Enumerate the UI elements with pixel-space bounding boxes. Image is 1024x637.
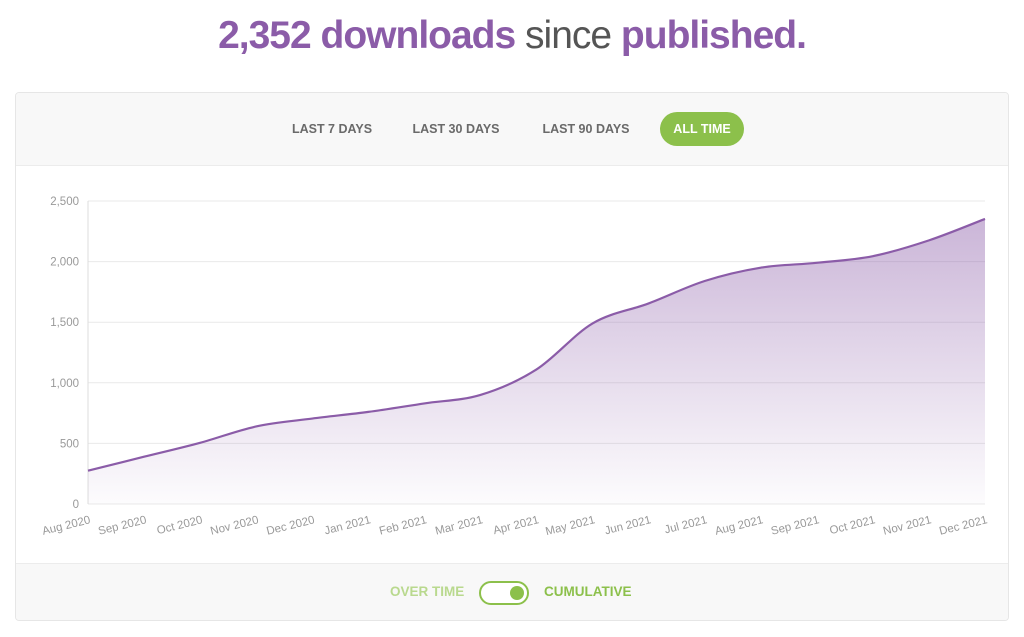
data-point[interactable] bbox=[702, 278, 708, 284]
x-tick-label: May 2021 bbox=[544, 514, 596, 538]
over-time-label[interactable]: OVER TIME bbox=[390, 584, 465, 599]
x-tick-label: Aug 2021 bbox=[714, 514, 765, 538]
tab-last-30-days[interactable]: LAST 30 DAYS bbox=[412, 122, 500, 136]
x-tick-label: Dec 2020 bbox=[265, 514, 316, 538]
data-point[interactable] bbox=[534, 366, 540, 372]
x-tick-label: Mar 2021 bbox=[434, 514, 484, 537]
y-tick-label: 1,500 bbox=[50, 317, 79, 329]
data-point[interactable] bbox=[141, 454, 147, 460]
published-word: published. bbox=[620, 14, 807, 57]
range-tabs-bar: LAST 7 DAYS LAST 30 DAYS LAST 90 DAYS AL… bbox=[16, 93, 1008, 166]
y-tick-label: 0 bbox=[73, 499, 79, 511]
data-point[interactable] bbox=[758, 265, 764, 271]
data-point[interactable] bbox=[365, 409, 371, 415]
toggle-knob bbox=[510, 586, 524, 600]
x-tick-label: Oct 2021 bbox=[828, 514, 876, 537]
x-tick-label: Aug 2020 bbox=[41, 514, 92, 538]
data-point[interactable] bbox=[814, 260, 820, 266]
data-point[interactable] bbox=[646, 300, 652, 306]
y-tick-label: 500 bbox=[60, 438, 79, 450]
series-line-path bbox=[87, 217, 986, 472]
x-tick-label: Oct 2020 bbox=[156, 514, 204, 537]
x-axis-ticks: Aug 2020 Sep 2020 Oct 2020 Nov 2020 Dec 2020… bbox=[41, 514, 989, 538]
data-point[interactable] bbox=[197, 440, 203, 446]
data-point[interactable] bbox=[253, 423, 259, 429]
cumulative-toggle-switch[interactable] bbox=[479, 581, 529, 605]
tab-all-time[interactable]: ALL TIME bbox=[660, 112, 744, 146]
data-point[interactable] bbox=[982, 216, 988, 222]
series-line bbox=[85, 216, 988, 474]
x-tick-label: Jan 2021 bbox=[323, 514, 372, 537]
x-tick-label: Feb 2021 bbox=[378, 514, 428, 537]
data-point[interactable] bbox=[590, 320, 596, 326]
x-tick-label: Jul 2021 bbox=[663, 514, 708, 536]
tab-last-7-days[interactable]: LAST 7 DAYS bbox=[291, 122, 373, 136]
data-point[interactable] bbox=[421, 400, 427, 406]
y-tick-label: 2,500 bbox=[50, 196, 79, 208]
y-tick-label: 1,000 bbox=[50, 378, 79, 390]
view-toggle-bar: OVER TIME CUMULATIVE bbox=[16, 563, 1008, 620]
x-tick-label: Sep 2021 bbox=[770, 514, 821, 538]
x-tick-label: Jun 2021 bbox=[604, 514, 653, 537]
data-point[interactable] bbox=[477, 392, 483, 398]
data-point[interactable] bbox=[926, 237, 932, 243]
tab-last-90-days[interactable]: LAST 90 DAYS bbox=[542, 122, 630, 136]
downloads-chart: 0 500 1,000 1,500 2,000 2,500 Aug 2020 Sep 202… bbox=[16, 166, 1008, 563]
x-tick-label: Dec 2021 bbox=[938, 514, 989, 538]
downloads-card: LAST 7 DAYS LAST 30 DAYS LAST 90 DAYS AL… bbox=[15, 92, 1009, 621]
download-count: 2,352 bbox=[218, 14, 312, 57]
data-point[interactable] bbox=[309, 416, 315, 422]
area-fill bbox=[88, 218, 985, 504]
series-area bbox=[88, 218, 985, 504]
x-tick-label: Sep 2020 bbox=[97, 514, 148, 538]
data-point[interactable] bbox=[85, 468, 91, 474]
headline: 2,352 downloads since published. bbox=[0, 14, 1024, 58]
x-tick-label: Apr 2021 bbox=[492, 514, 540, 537]
x-tick-label: Nov 2021 bbox=[882, 514, 933, 538]
downloads-word: downloads bbox=[320, 14, 517, 57]
data-point[interactable] bbox=[870, 253, 876, 259]
x-tick-label: Nov 2020 bbox=[209, 514, 260, 538]
cumulative-label[interactable]: CUMULATIVE bbox=[544, 584, 632, 599]
y-axis-ticks: 0 500 1,000 1,500 2,000 2,500 bbox=[50, 196, 79, 511]
since-word: since bbox=[525, 14, 612, 57]
y-tick-label: 2,000 bbox=[50, 257, 79, 269]
